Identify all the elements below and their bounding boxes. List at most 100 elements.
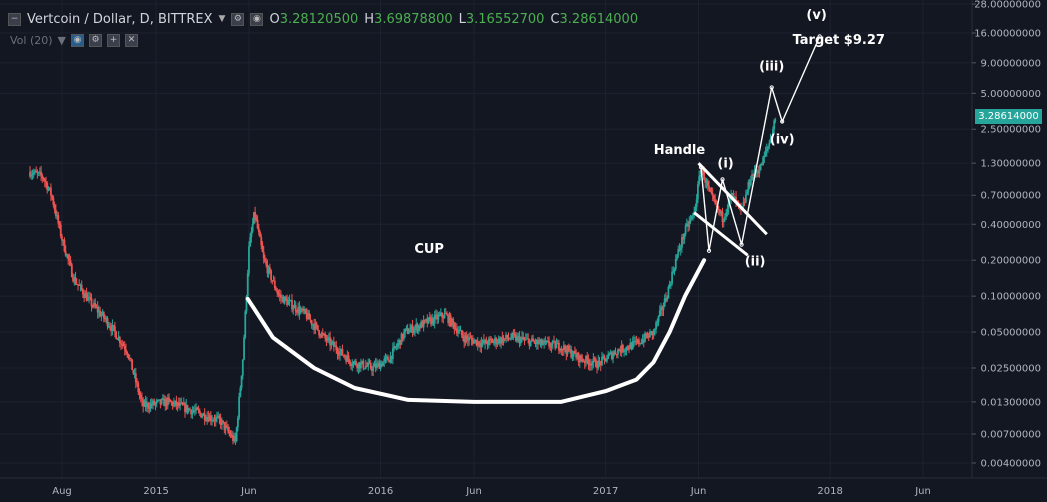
annotation-label: (v) [806, 8, 826, 23]
plus-icon[interactable]: + [107, 34, 120, 47]
candle-down [622, 345, 624, 352]
candle-up [423, 320, 425, 328]
volume-indicator-label[interactable]: Vol (20) [10, 34, 53, 47]
candle-down [265, 261, 267, 264]
candle-up [32, 174, 34, 175]
candle-up [632, 341, 634, 349]
candle-down [461, 330, 463, 335]
candle-up [725, 213, 727, 217]
candle-down [68, 259, 70, 260]
candle-up [607, 355, 609, 359]
candle-down [295, 305, 297, 311]
candle-down [263, 252, 265, 258]
time-tick-label: Jun [240, 486, 257, 497]
time-tick-label: 2017 [593, 486, 618, 497]
candle-up [773, 120, 775, 129]
candle-up [675, 259, 677, 269]
candle-down [586, 356, 588, 360]
candle-up [538, 342, 540, 343]
candle-down [310, 319, 312, 320]
candle-up [727, 209, 729, 213]
candle-up [663, 306, 665, 310]
candle-down [441, 313, 443, 317]
candle-up [750, 180, 752, 185]
candle-down [59, 224, 61, 225]
price-tick-label: 2.50000000 [981, 125, 1041, 136]
candle-down [222, 421, 224, 423]
candle-down [126, 352, 128, 354]
annotation-label: Target $9.27 [793, 33, 885, 48]
candle-up [551, 344, 553, 347]
hide-icon[interactable]: ◉ [250, 13, 263, 26]
candle-up [520, 339, 522, 344]
candle-down [564, 346, 566, 351]
price-tick-label: 0.10000000 [981, 292, 1041, 303]
price-tick-label: 5.00000000 [981, 89, 1041, 100]
candle-up [493, 341, 495, 343]
candle-up [767, 146, 769, 149]
candle-down [580, 356, 582, 360]
candle-up [724, 217, 726, 219]
candle-up [473, 341, 475, 344]
candle-down [466, 336, 468, 339]
chevron-down-icon[interactable]: ▼ [219, 14, 226, 24]
candle-down [274, 281, 276, 288]
candle-down [115, 332, 117, 339]
candle-down [335, 346, 337, 351]
candle-down [103, 312, 105, 318]
settings-icon[interactable]: ⚙ [89, 34, 102, 47]
symbol-header: − Vertcoin / Dollar, D, BITTREX ▼ ⚙ ◉ O3… [8, 10, 638, 28]
price-tick-label: 0.00400000 [981, 459, 1041, 470]
candle-up [685, 225, 687, 234]
chevron-down-icon[interactable]: ▼ [58, 34, 66, 47]
candle-up [292, 308, 294, 309]
candle-down [712, 193, 714, 195]
candle-up [510, 338, 512, 339]
candle-down [55, 210, 57, 216]
candle-up [353, 362, 355, 365]
candle-down [490, 339, 492, 340]
settings-icon[interactable]: ⚙ [231, 13, 244, 26]
candle-down [452, 319, 454, 323]
candle-down [744, 202, 746, 203]
collapse-icon[interactable]: − [8, 13, 21, 26]
candle-down [707, 181, 709, 186]
ohlc-high: H3.69878800 [364, 12, 452, 27]
candle-down [342, 349, 344, 355]
candle-down [204, 413, 206, 419]
candle-up [672, 271, 674, 272]
candle-up [766, 149, 768, 151]
candle-down [548, 341, 550, 346]
candle-down [618, 349, 620, 350]
candle-up [656, 322, 658, 323]
candle-up [409, 329, 411, 332]
candle-up [457, 332, 459, 334]
candle-down [147, 403, 149, 408]
candle-up [383, 359, 385, 362]
candle-up [680, 248, 682, 250]
candle-down [316, 323, 318, 325]
candle-down [107, 318, 109, 326]
candle-up [156, 401, 158, 403]
candle-down [453, 323, 455, 329]
symbol-title[interactable]: Vertcoin / Dollar, D, BITTREX [27, 12, 213, 27]
candle-up [236, 427, 238, 441]
candle-down [348, 355, 350, 359]
candle-up [695, 207, 697, 211]
candle-up [339, 351, 341, 355]
candle-up [670, 284, 672, 285]
candle-up [100, 315, 102, 316]
candle-down [54, 205, 56, 210]
candle-down [124, 346, 126, 349]
candle-down [258, 228, 260, 232]
eye-icon[interactable]: ◉ [71, 34, 84, 47]
close-icon[interactable]: ✕ [125, 34, 138, 47]
candle-down [615, 352, 617, 355]
candle-up [252, 224, 254, 232]
candle-up [247, 273, 249, 296]
candle-up [396, 347, 398, 348]
candle-down [75, 277, 77, 283]
